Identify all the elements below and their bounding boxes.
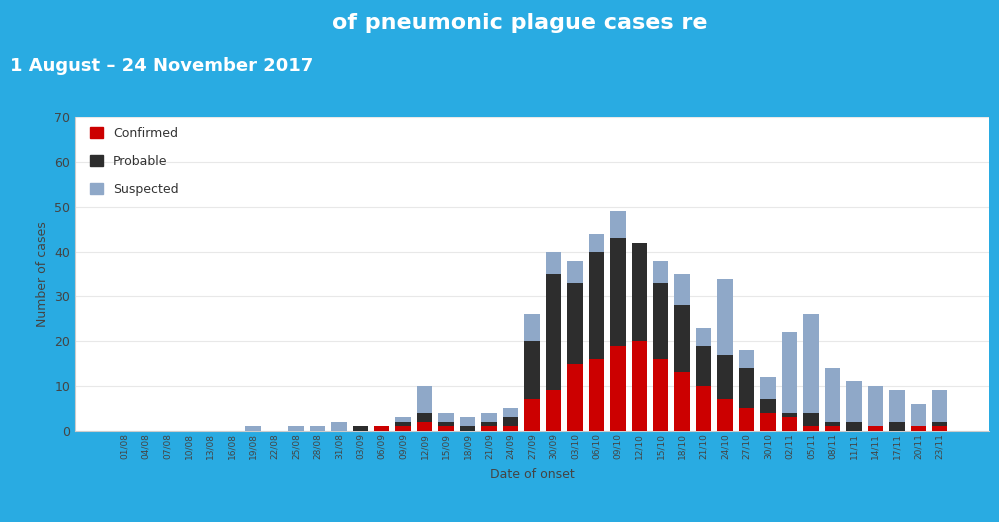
Bar (588, 359, 604, 431)
Bar (717, 354, 733, 399)
Bar (502, 426, 518, 431)
Bar (310, 426, 325, 431)
Bar (739, 368, 754, 408)
Bar (374, 426, 390, 431)
Bar (482, 426, 497, 431)
Bar (439, 426, 454, 431)
Bar (674, 305, 690, 373)
Bar (460, 417, 476, 426)
Bar (653, 283, 668, 359)
Bar (803, 426, 819, 431)
Text: of pneumonic plague cases re: of pneumonic plague cases re (332, 13, 707, 33)
Bar (417, 413, 433, 422)
Bar (482, 413, 497, 422)
Bar (460, 426, 476, 431)
Bar (502, 408, 518, 417)
Bar (567, 283, 582, 363)
Bar (696, 328, 711, 346)
Bar (417, 386, 433, 413)
Bar (846, 382, 861, 422)
Bar (867, 386, 883, 426)
Bar (331, 422, 347, 431)
Bar (696, 346, 711, 386)
Bar (439, 422, 454, 426)
Bar (674, 373, 690, 431)
Bar (825, 422, 840, 426)
Bar (396, 426, 411, 431)
Bar (739, 350, 754, 368)
Bar (245, 426, 261, 431)
Bar (825, 426, 840, 431)
Bar (782, 332, 797, 413)
Bar (932, 426, 947, 431)
Bar (932, 422, 947, 426)
Bar (889, 422, 904, 431)
Bar (803, 314, 819, 413)
Bar (782, 417, 797, 431)
Bar (524, 341, 539, 399)
Bar (396, 422, 411, 426)
Bar (717, 279, 733, 354)
Bar (782, 413, 797, 417)
Bar (610, 346, 625, 431)
Bar (610, 238, 625, 346)
Bar (396, 417, 411, 422)
Bar (653, 260, 668, 283)
Bar (439, 413, 454, 422)
Bar (696, 386, 711, 431)
Bar (760, 413, 776, 431)
Bar (910, 426, 926, 431)
Bar (353, 426, 368, 431)
Bar (932, 390, 947, 422)
Bar (610, 211, 625, 238)
Bar (567, 363, 582, 431)
Legend: Confirmed, Probable, Suspected: Confirmed, Probable, Suspected (90, 127, 179, 196)
Bar (545, 274, 561, 390)
Bar (653, 359, 668, 431)
Bar (760, 399, 776, 413)
Bar (482, 422, 497, 426)
Y-axis label: Number of cases: Number of cases (36, 221, 49, 327)
Bar (502, 417, 518, 426)
Bar (417, 422, 433, 431)
Bar (739, 408, 754, 431)
Bar (825, 368, 840, 422)
Bar (567, 260, 582, 283)
Bar (288, 426, 304, 431)
Bar (545, 252, 561, 274)
Bar (867, 426, 883, 431)
Bar (524, 314, 539, 341)
Bar (545, 390, 561, 431)
Bar (760, 377, 776, 399)
Bar (524, 399, 539, 431)
Bar (588, 252, 604, 359)
X-axis label: Date of onset: Date of onset (490, 468, 574, 481)
Text: 1 August – 24 November 2017: 1 August – 24 November 2017 (10, 57, 314, 75)
Bar (910, 404, 926, 426)
Bar (631, 243, 647, 341)
Bar (631, 341, 647, 431)
Bar (846, 422, 861, 431)
Bar (674, 274, 690, 305)
Bar (717, 399, 733, 431)
Bar (588, 234, 604, 252)
Bar (889, 390, 904, 422)
Bar (803, 413, 819, 426)
